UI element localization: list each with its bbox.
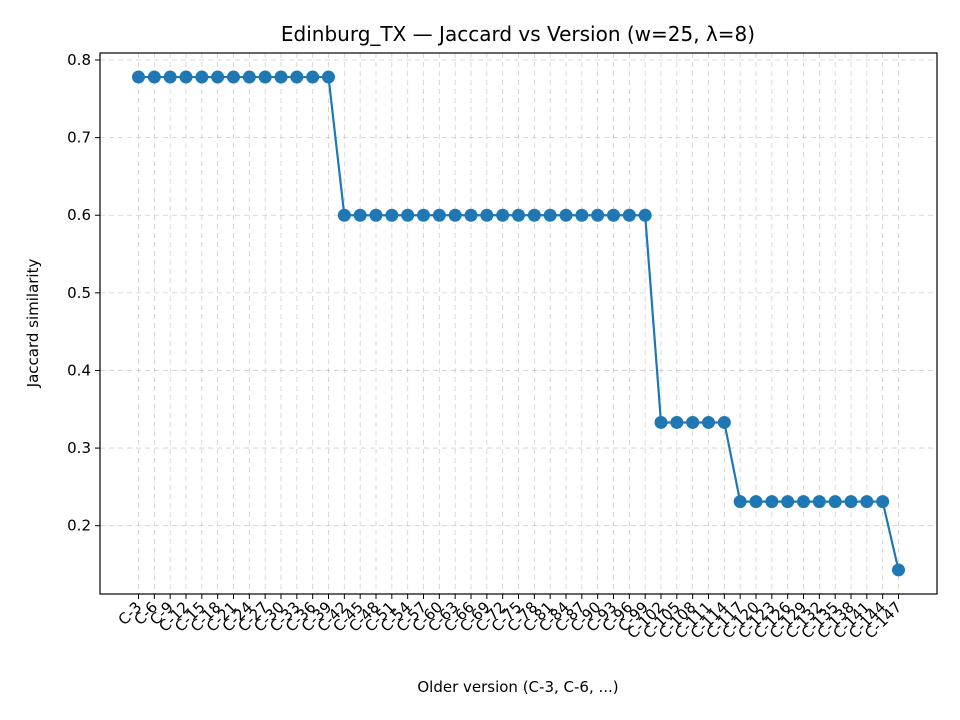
data-point [147, 70, 161, 84]
data-point [860, 495, 874, 509]
y-tick-label: 0.6 [67, 206, 91, 224]
data-point [464, 208, 478, 222]
data-point [876, 495, 890, 509]
data-point [575, 208, 589, 222]
data-point [702, 415, 715, 429]
y-tick-label: 0.7 [67, 129, 91, 147]
data-point [559, 208, 573, 222]
data-point [828, 495, 842, 509]
data-point [306, 70, 320, 84]
y-tick-label: 0.8 [67, 51, 91, 69]
y-axis-ticks: 0.2 0.3 0.4 0.5 0.6 0.7 0.8 [67, 51, 100, 535]
data-point [496, 208, 510, 222]
data-point [844, 495, 858, 509]
data-point [179, 70, 193, 84]
data-point [242, 70, 256, 84]
y-tick-label: 0.2 [67, 517, 91, 535]
data-point [227, 70, 240, 84]
chart-title: Edinburg_TX — Jaccard vs Version (w=25, … [281, 22, 755, 46]
data-point [717, 415, 731, 429]
data-point [892, 563, 905, 577]
x-axis-label: Older version (C-3, C-6, ...) [417, 678, 618, 696]
grid [100, 53, 937, 594]
data-point [638, 208, 652, 222]
data-point [527, 208, 541, 222]
data-point [781, 495, 795, 509]
data-point [274, 70, 288, 84]
data-point [163, 70, 177, 84]
data-point [290, 70, 304, 84]
series [132, 70, 905, 577]
data-point [607, 208, 620, 222]
y-tick-label: 0.3 [67, 439, 91, 457]
data-point [385, 208, 399, 222]
data-point [432, 208, 446, 222]
data-point [337, 208, 351, 222]
data-point [512, 208, 525, 222]
data-point [417, 208, 430, 222]
data-point [543, 208, 557, 222]
data-point [369, 208, 383, 222]
data-point [733, 495, 747, 509]
data-point [480, 208, 494, 222]
data-point [622, 208, 636, 222]
data-point [765, 495, 779, 509]
y-tick-label: 0.5 [67, 284, 91, 302]
data-point [654, 415, 668, 429]
data-point [797, 495, 810, 509]
x-axis-ticks: C-3C-6C-9C-12C-15C-18C-21C-24C-27C-30C-3… [115, 594, 905, 642]
data-point [353, 208, 367, 222]
data-point [686, 415, 700, 429]
data-point [591, 208, 605, 222]
data-point [749, 495, 763, 509]
data-point [670, 415, 684, 429]
data-point [322, 70, 335, 84]
data-point [258, 70, 272, 84]
y-axis-label: Jaccard similarity [24, 259, 42, 389]
data-point [195, 70, 209, 84]
data-point [211, 70, 225, 84]
data-point [812, 495, 826, 509]
data-point [448, 208, 462, 222]
data-point [132, 70, 145, 84]
y-tick-label: 0.4 [67, 361, 91, 379]
data-point [401, 208, 415, 222]
